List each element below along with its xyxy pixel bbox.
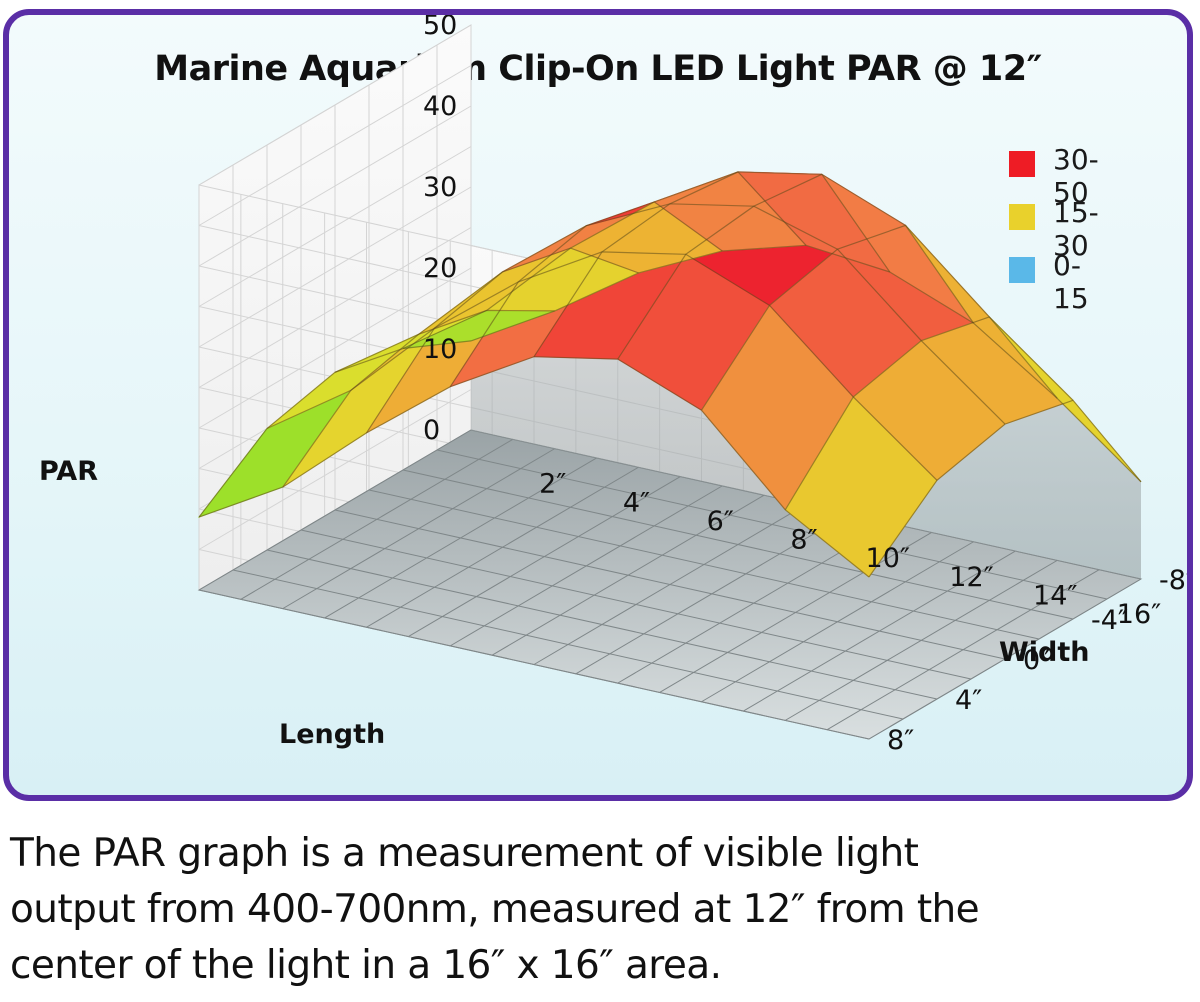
y-tick-label: 4″	[955, 685, 982, 716]
x-tick-label: 8″	[790, 525, 817, 556]
left-wall-level-line	[198, 24, 472, 186]
surface-meshline	[784, 316, 1058, 511]
floor-gridline	[436, 449, 1108, 600]
legend-label-mid: 15-30	[1053, 196, 1099, 262]
y-axis-label: Width	[999, 637, 1090, 668]
z-tick-label: 10	[423, 334, 457, 365]
x-tick-label: 14″	[1033, 580, 1077, 611]
z-tick-label: 0	[423, 415, 440, 446]
z-tick-label: 20	[423, 253, 457, 284]
floor-gridline	[198, 589, 870, 740]
y-tick-label: -4″	[1091, 605, 1128, 636]
floor-gridline	[402, 469, 1074, 620]
left-wall-level-line	[198, 146, 472, 307]
caption: The PAR graph is a measurement of visibl…	[10, 826, 1190, 994]
left-wall-level-line	[198, 65, 472, 226]
floor-gridline	[232, 569, 904, 720]
x-tick-label: 12″	[949, 562, 993, 593]
x-tick-label: 2″	[539, 469, 566, 500]
left-wall-level-line	[198, 389, 472, 550]
z-tick-label: 50	[423, 15, 457, 41]
surface-meshline	[533, 171, 807, 358]
floor-gridline	[266, 549, 938, 700]
surface-meshline	[449, 201, 723, 388]
caption-line-3: center of the light in a 16″ x 16″ area.	[10, 943, 722, 988]
left-wall-level-line	[198, 186, 472, 348]
left-wall-level-line	[198, 267, 472, 429]
surface-meshline	[700, 224, 974, 411]
legend-swatch-low	[1009, 257, 1035, 283]
surface-meshline	[198, 340, 472, 518]
z-tick-label: 40	[423, 91, 457, 122]
z-axis-label: PAR	[39, 456, 98, 487]
legend-label-high: 30-50	[1053, 143, 1099, 209]
x-tick-label: 10″	[866, 543, 910, 574]
surface-meshline	[282, 309, 555, 488]
chart-frame: Marine Aquarium Clip-On LED Light PAR @ …	[3, 9, 1193, 801]
caption-line-1: The PAR graph is a measurement of visibl…	[10, 831, 919, 876]
y-tick-label: 8″	[887, 725, 914, 756]
surface-meshline	[365, 247, 639, 434]
z-tick-label: 30	[423, 172, 457, 203]
y-tick-label: 0″	[1023, 645, 1050, 676]
x-tick-label: 4″	[623, 487, 650, 518]
surface-meshline	[868, 399, 1142, 578]
legend-swatch-mid	[1009, 204, 1035, 230]
legend-label-low: 0-15	[1053, 249, 1089, 315]
x-tick-label: 16″	[1117, 599, 1161, 630]
par-surface-plot: 0 10 20 30 40 50 PAR 2″ 4″ 6″ 8″ 10″ 12″ 14″ 16″ Length…	[39, 15, 1187, 756]
left-wall-level-line	[198, 105, 472, 267]
legend-swatch-high	[1009, 151, 1035, 177]
floor-gridline	[334, 509, 1006, 660]
surface-meshline	[617, 173, 891, 360]
x-tick-label: 6″	[707, 506, 734, 537]
floor-gridline	[368, 489, 1040, 640]
floor-gridline	[300, 529, 972, 680]
chart-title: Marine Aquarium Clip-On LED Light PAR @ …	[154, 49, 1042, 89]
y-tick-label: -8″	[1159, 565, 1187, 596]
caption-line-2: output from 400-700nm, measured at 12″ f…	[10, 887, 980, 932]
left-wall-level-line	[198, 227, 472, 388]
x-axis-label: Length	[279, 719, 385, 750]
